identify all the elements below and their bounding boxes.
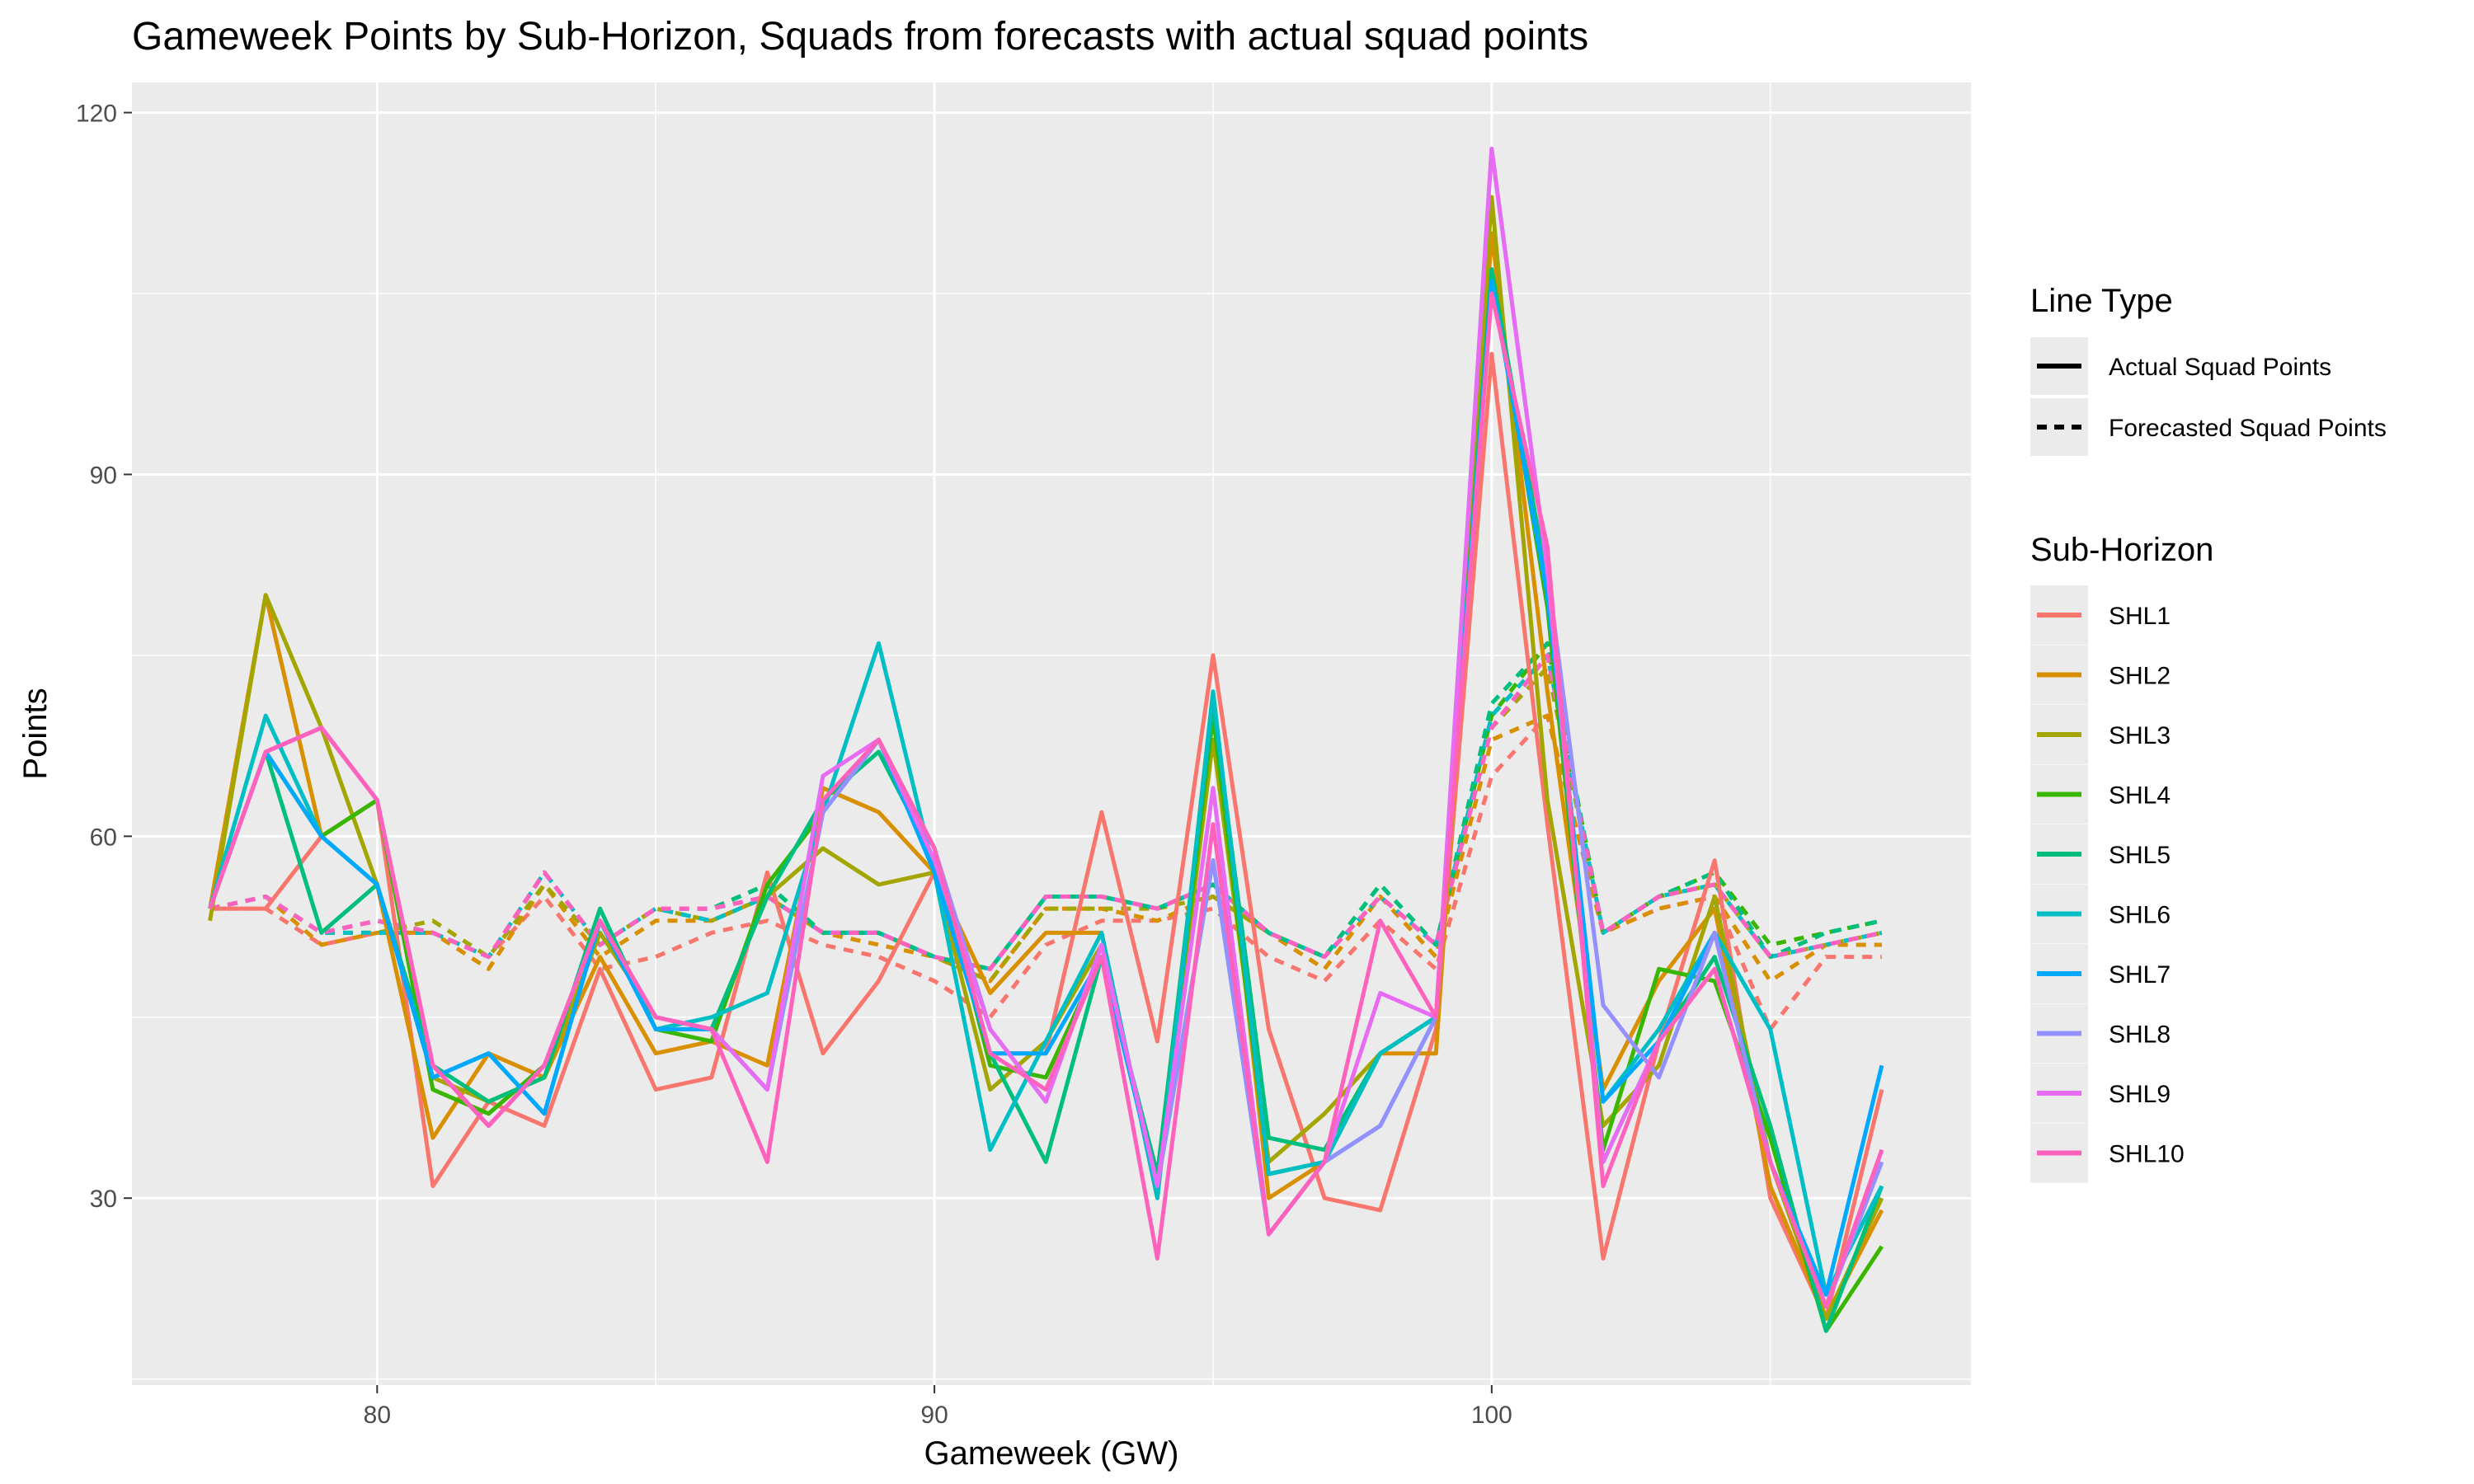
legend-label-line-type: Forecasted Squad Points [2109,415,2387,442]
legend-title-line-type: Line Type [2030,283,2173,319]
legend-label-shl6: SHL6 [2109,902,2171,929]
legend-label-shl7: SHL7 [2109,961,2171,989]
legend-label-shl8: SHL8 [2109,1021,2171,1049]
chart-title: Gameweek Points by Sub-Horizon, Squads f… [132,15,1588,59]
series-forecast-shl10 [209,653,1883,971]
y-tick-label: 30 [90,1186,117,1213]
legend-label-shl10: SHL10 [2109,1141,2185,1168]
legend-title-sub-horizon: Sub-Horizon [2030,532,2213,568]
y-tick-label: 60 [90,824,117,851]
x-tick-label: 100 [1471,1402,1512,1429]
axes: 80 90 100 30 60 90 120 [76,101,1512,1429]
y-tick-label: 90 [90,462,117,489]
legend-label-shl3: SHL3 [2109,722,2171,749]
y-axis-title: Points [17,688,54,779]
series-actual-shl7 [208,279,1884,1297]
legend-label-shl2: SHL2 [2109,663,2171,690]
series-forecast-shl2 [209,713,1882,984]
grid-lines [132,82,1971,1385]
legend-label-shl9: SHL9 [2109,1081,2171,1108]
legend-label-line-type: Actual Squad Points [2109,354,2331,381]
x-tick-label: 90 [920,1402,948,1429]
series-actual-shl10 [208,291,1884,1309]
x-axis-title: Gameweek (GW) [924,1435,1179,1472]
legend-label-shl5: SHL5 [2109,842,2171,869]
legend-label-shl1: SHL1 [2109,603,2171,630]
x-tick-label: 80 [364,1402,391,1429]
y-tick-label: 120 [76,101,117,128]
plot-panel [132,82,1971,1385]
legend-label-shl4: SHL4 [2109,782,2171,810]
legend: Line Type Actual Squad Points Forecasted S… [2030,283,2387,1183]
series-lines [208,147,1884,1333]
